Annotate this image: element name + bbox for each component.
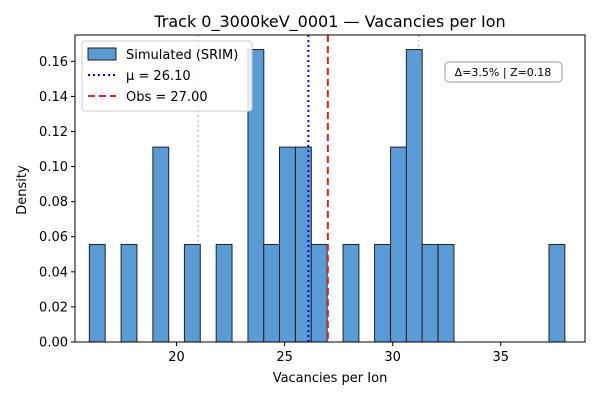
legend-label-observed: Obs = 27.00: [126, 90, 208, 105]
legend-box: [81, 40, 253, 112]
histogram-bar: [88, 243, 106, 343]
y-tick-label: 0.10: [39, 160, 68, 175]
plot-frame: [74, 34, 586, 343]
x-tick-label: 30: [384, 350, 401, 365]
y-tick-label: 0.14: [39, 90, 68, 105]
legend: Simulated (SRIM) μ = 26.10 Obs = 27.00: [81, 40, 253, 112]
histogram-bar: [548, 243, 566, 343]
histogram-bar: [374, 243, 391, 343]
histogram-bar: [310, 243, 328, 343]
histogram-bar: [215, 243, 233, 343]
marker-lines: [307, 35, 329, 342]
histogram-bar: [279, 146, 296, 343]
y-axis-ticks: 0.00 0.02 0.04 0.06 0.08 0.10 0.12 0.14 0.16: [39, 55, 75, 351]
legend-label-simulated: Simulated (SRIM): [126, 48, 238, 63]
histogram-bar: [183, 243, 201, 343]
y-tick-label: 0.00: [39, 336, 68, 351]
histogram-bar: [342, 243, 360, 343]
y-tick-label: 0.06: [39, 230, 68, 245]
x-axis-ticks: 20 25 30 35: [168, 342, 509, 365]
histogram-bar: [120, 243, 138, 343]
y-tick-label: 0.16: [39, 55, 68, 70]
y-tick-label: 0.08: [39, 195, 68, 210]
y-axis-label: Density: [15, 165, 30, 215]
histogram-bars: [88, 49, 566, 343]
histogram-bar: [437, 243, 455, 343]
legend-label-mean: μ = 26.10: [126, 69, 191, 84]
histogram-bar: [405, 49, 423, 343]
y-tick-label: 0.04: [39, 265, 68, 280]
histogram-bar: [263, 243, 281, 343]
x-tick-label: 20: [168, 350, 185, 365]
legend-swatch-simulated: [87, 47, 117, 61]
stats-annotation: Δ=3.5% | Z=0.18: [444, 61, 563, 83]
y-tick-label: 0.02: [39, 300, 68, 315]
y-tick-label: 0.12: [39, 125, 68, 140]
histogram-bar: [152, 146, 170, 343]
stats-annotation-text: Δ=3.5% | Z=0.18: [455, 66, 552, 79]
stats-annotation-box: [444, 61, 563, 83]
x-tick-label: 35: [492, 350, 509, 365]
x-tick-label: 25: [276, 350, 293, 365]
histogram-bar: [390, 146, 407, 343]
chart-title: Track 0_3000keV_0001 — Vacancies per Ion: [153, 12, 505, 32]
histogram-bar: [421, 243, 439, 343]
x-axis-label: Vacancies per Ion: [273, 371, 388, 386]
